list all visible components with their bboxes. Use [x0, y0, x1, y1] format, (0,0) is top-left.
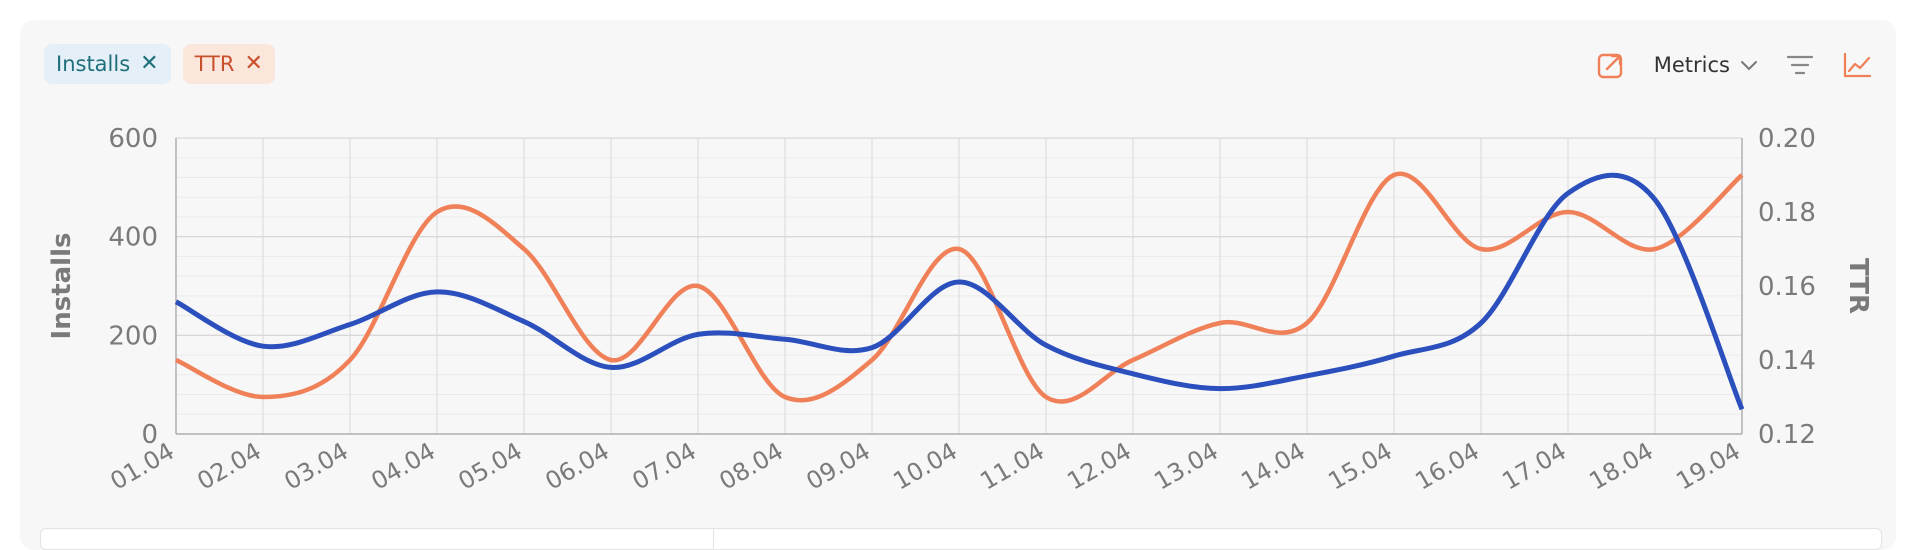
- x-tick-label: 04.04: [366, 437, 440, 496]
- x-tick-label: 17.04: [1497, 437, 1571, 496]
- x-tick-label: 10.04: [888, 437, 962, 496]
- filter-chip-label: TTR: [194, 52, 235, 76]
- y-tick-label-right: 0.14: [1758, 346, 1816, 376]
- y-tick-label-right: 0.18: [1758, 198, 1816, 228]
- filter-icon: [1786, 55, 1814, 75]
- y-tick-label-right: 0.20: [1758, 124, 1816, 154]
- x-tick-label: 07.04: [627, 437, 701, 496]
- x-tick-label: 18.04: [1584, 437, 1658, 496]
- close-icon[interactable]: ✕: [140, 51, 159, 76]
- filter-chip-installs[interactable]: Installs ✕: [44, 44, 171, 84]
- line-chart-icon: [1843, 52, 1872, 78]
- chevron-down-icon: [1741, 61, 1757, 71]
- data-table-header: [40, 528, 1882, 550]
- x-tick-label: 09.04: [801, 437, 875, 496]
- x-tick-label: 12.04: [1062, 437, 1136, 496]
- metrics-dropdown[interactable]: Metrics: [1654, 53, 1758, 77]
- y-axis-label-right: TTR: [1843, 258, 1873, 314]
- x-tick-label: 03.04: [279, 437, 353, 496]
- chart-type-button[interactable]: [1842, 51, 1872, 79]
- x-tick-label: 14.04: [1236, 437, 1310, 496]
- y-tick-label-right: 0.12: [1758, 420, 1816, 450]
- chart-card: Installs ✕ TTR ✕ Metrics: [20, 20, 1896, 550]
- close-icon[interactable]: ✕: [244, 51, 263, 76]
- x-tick-label: 11.04: [975, 437, 1049, 496]
- x-tick-label: 05.04: [453, 437, 527, 496]
- series-line-ttr: [175, 171, 1744, 404]
- filter-chip-ttr[interactable]: TTR ✕: [182, 44, 275, 84]
- metrics-label: Metrics: [1653, 53, 1730, 77]
- chart-toolbar: Metrics: [1596, 50, 1872, 80]
- x-tick-label: 08.04: [714, 437, 788, 496]
- metric-filters: Installs ✕ TTR ✕: [44, 44, 275, 84]
- y-tick-label-left: 200: [108, 321, 158, 351]
- y-tick-label-right: 0.16: [1758, 272, 1816, 302]
- y-tick-label-left: 0: [141, 420, 158, 450]
- filter-button[interactable]: [1786, 53, 1814, 77]
- x-tick-label: 15.04: [1323, 437, 1397, 496]
- x-tick-label: 16.04: [1410, 437, 1484, 496]
- filter-chip-label: Installs: [56, 52, 131, 76]
- series-line-installs: [174, 172, 1745, 411]
- x-tick-label: 19.04: [1671, 437, 1745, 496]
- export-button[interactable]: [1596, 50, 1626, 80]
- y-tick-label-left: 400: [108, 223, 158, 253]
- x-tick-label: 06.04: [540, 437, 614, 496]
- y-axis-label-left: Installs: [47, 233, 77, 340]
- export-icon: [1597, 53, 1622, 79]
- x-tick-label: 02.04: [192, 437, 266, 496]
- x-tick-label: 13.04: [1149, 437, 1223, 496]
- y-tick-label-left: 600: [108, 124, 158, 154]
